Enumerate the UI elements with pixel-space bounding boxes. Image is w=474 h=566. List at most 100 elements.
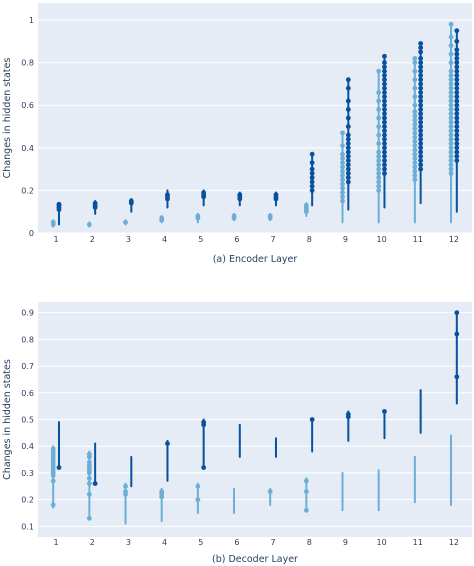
data-point [303, 202, 309, 208]
data-point [376, 124, 382, 129]
data-point [382, 145, 387, 151]
x-tick-label: 12 [449, 538, 459, 547]
data-point [376, 68, 382, 74]
x-tick-label: 1 [54, 235, 59, 244]
data-point [412, 143, 418, 149]
data-point [448, 136, 454, 142]
data-point [340, 181, 345, 187]
data-point [382, 64, 387, 70]
data-point [309, 179, 315, 185]
data-point [448, 85, 454, 91]
x-tick-label: 7 [271, 235, 276, 244]
data-point [418, 145, 424, 151]
data-point [412, 126, 418, 132]
data-point [454, 374, 460, 380]
data-point [345, 179, 351, 185]
data-point [382, 158, 387, 163]
data-point [340, 198, 345, 204]
data-point [412, 147, 418, 153]
data-point [340, 177, 345, 183]
data-point [382, 107, 387, 112]
data-point [345, 166, 351, 172]
data-point [86, 481, 92, 486]
data-point [454, 115, 460, 121]
data-point [412, 177, 418, 183]
data-point [50, 446, 56, 452]
data-point [128, 198, 134, 204]
x-tick-label: 6 [234, 538, 239, 547]
data-point [309, 166, 315, 172]
x-tick-label: 5 [198, 235, 203, 244]
data-point [454, 128, 460, 134]
data-point [376, 183, 382, 189]
data-point [418, 68, 424, 74]
data-point [376, 115, 382, 121]
data-point [231, 213, 237, 219]
data-point [454, 331, 460, 337]
data-point [412, 94, 418, 100]
x-tick-label: 4 [162, 235, 167, 244]
data-point [382, 85, 387, 91]
data-point [448, 60, 454, 66]
data-point [412, 68, 418, 74]
data-point [376, 98, 382, 104]
data-point [345, 132, 351, 138]
data-point [376, 188, 382, 193]
x-tick-label: 7 [271, 538, 276, 547]
data-point [448, 149, 454, 155]
data-point [448, 102, 454, 108]
data-point [340, 156, 345, 161]
data-point [376, 107, 382, 112]
data-point [309, 151, 315, 157]
data-point [345, 124, 351, 129]
data-point [454, 77, 460, 83]
data-point [454, 81, 460, 87]
data-point [418, 81, 424, 87]
data-point [86, 475, 92, 481]
data-point [454, 60, 460, 66]
data-point [340, 130, 345, 136]
data-point [454, 132, 460, 138]
x-tick-label: 8 [307, 538, 312, 547]
data-point [382, 162, 387, 168]
x-tick-label: 1 [54, 538, 59, 547]
data-point [448, 73, 454, 78]
data-point [448, 162, 454, 168]
y-tick-label: 0.8 [21, 335, 34, 344]
data-point [418, 41, 424, 46]
x-tick-label: 6 [234, 235, 239, 244]
data-point [418, 49, 424, 55]
data-point [382, 170, 387, 176]
data-point [454, 141, 460, 146]
data-point [454, 136, 460, 142]
data-point [412, 60, 418, 66]
data-point [56, 201, 62, 207]
data-point [382, 111, 387, 117]
data-point [412, 151, 418, 157]
x-tick-label: 12 [449, 235, 459, 244]
data-point [448, 21, 454, 27]
data-point [412, 134, 418, 140]
data-point [454, 64, 460, 70]
data-point [237, 192, 243, 198]
data-point [382, 60, 387, 66]
data-point [382, 81, 387, 87]
data-point [340, 164, 345, 170]
data-point [412, 156, 418, 161]
y-tick-label: 0.8 [21, 59, 34, 68]
data-point [454, 94, 460, 100]
data-point [418, 102, 424, 108]
data-point [412, 139, 418, 144]
data-point [418, 60, 424, 66]
data-point [382, 119, 387, 125]
data-point [418, 111, 424, 117]
data-point [454, 107, 460, 112]
data-point [418, 98, 424, 104]
data-point [418, 166, 424, 172]
data-point [123, 489, 128, 495]
x-tick-label: 4 [162, 538, 167, 547]
y-tick-label: 0.5 [21, 416, 34, 425]
data-point [267, 489, 273, 495]
data-point [382, 68, 387, 74]
data-point [448, 111, 454, 117]
